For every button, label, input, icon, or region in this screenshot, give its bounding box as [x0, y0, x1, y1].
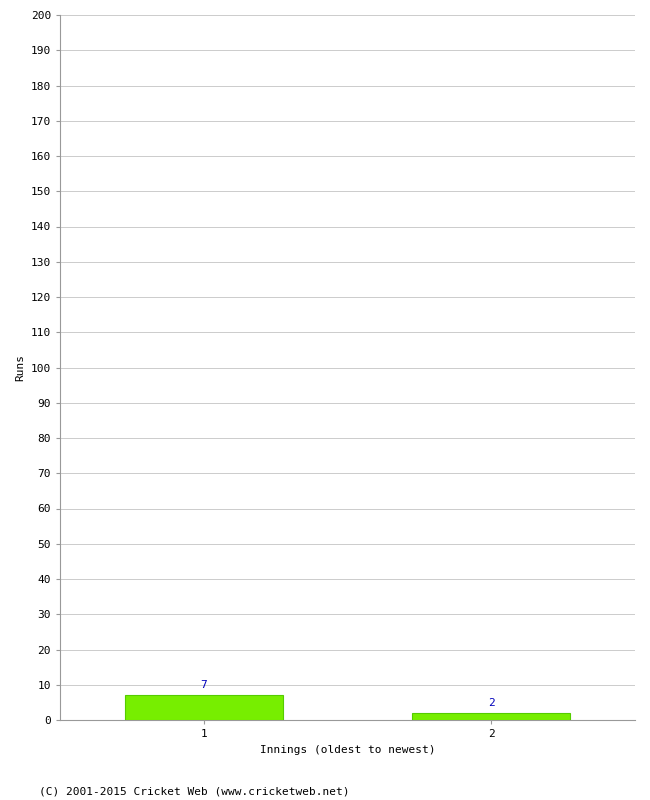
X-axis label: Innings (oldest to newest): Innings (oldest to newest) [260, 745, 436, 754]
Text: 2: 2 [488, 698, 495, 708]
Text: 7: 7 [200, 680, 207, 690]
Bar [412, 713, 570, 720]
Y-axis label: Runs: Runs [15, 354, 25, 381]
Text: (C) 2001-2015 Cricket Web (www.cricketweb.net): (C) 2001-2015 Cricket Web (www.cricketwe… [39, 786, 350, 796]
Bar [125, 695, 283, 720]
